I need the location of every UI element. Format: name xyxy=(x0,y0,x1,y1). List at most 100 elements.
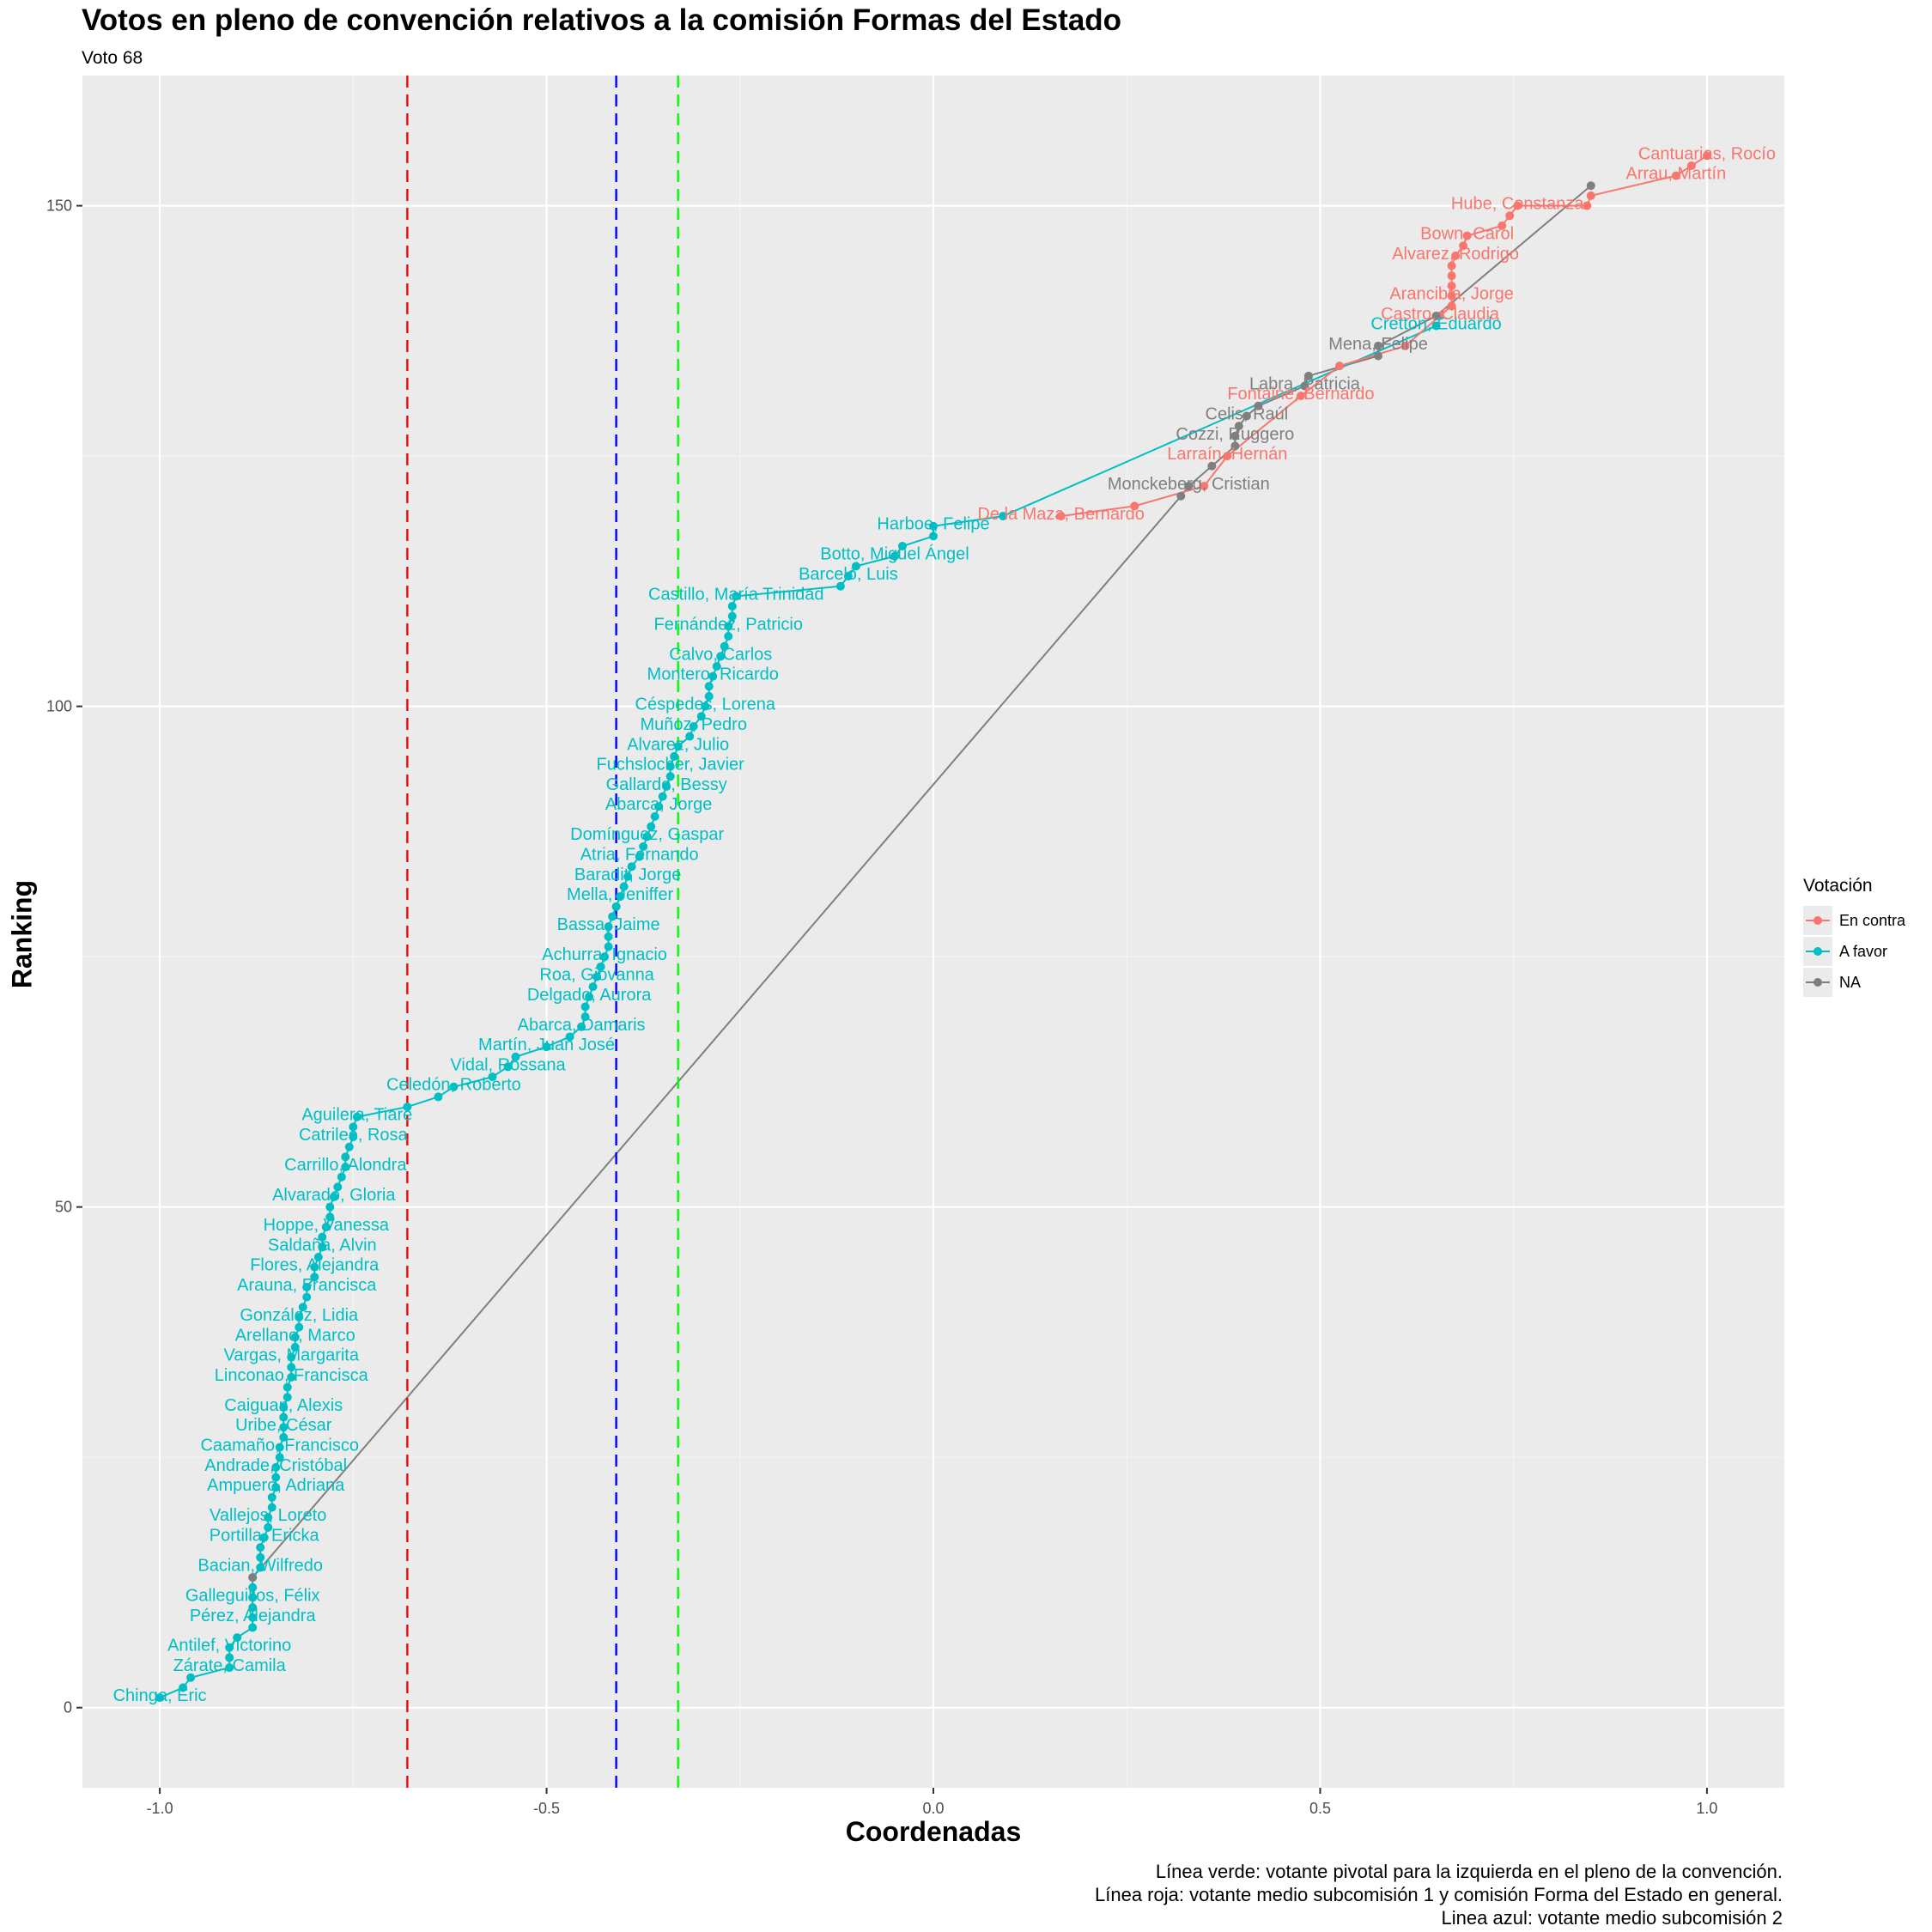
data-point xyxy=(248,1583,258,1592)
point-label: Uribe, César xyxy=(235,1416,332,1435)
data-point xyxy=(264,1522,273,1532)
point-label: Céspedes, Lorena xyxy=(635,696,776,714)
data-point xyxy=(287,1363,296,1372)
data-point xyxy=(511,1052,520,1061)
data-point xyxy=(434,1092,443,1102)
data-point xyxy=(333,1182,343,1192)
data-point xyxy=(835,581,845,591)
point-label: Linconao, Francisca xyxy=(215,1366,369,1385)
data-point xyxy=(1462,231,1472,240)
point-label: Carrillo, Alondra xyxy=(284,1156,407,1175)
point-label: Celis, Raúl xyxy=(1206,404,1289,423)
data-point xyxy=(295,1312,304,1321)
data-point xyxy=(542,1042,551,1052)
data-point xyxy=(604,932,613,941)
point-label: Portilla, Ericka xyxy=(210,1526,320,1545)
point-label: Fontaine, Bernardo xyxy=(1227,385,1374,404)
data-point xyxy=(225,1653,234,1662)
data-point xyxy=(344,1142,354,1151)
data-point xyxy=(639,841,648,851)
data-point xyxy=(449,1082,459,1091)
data-point xyxy=(670,751,679,761)
data-point xyxy=(271,1462,281,1472)
data-point xyxy=(642,832,652,841)
point-label: González, Lidia xyxy=(240,1306,359,1325)
data-point xyxy=(233,1633,242,1643)
data-point xyxy=(290,1333,300,1342)
point-label: Monckeberg, Cristian xyxy=(1108,475,1270,494)
point-label: Fernández, Patricio xyxy=(654,615,803,634)
data-point xyxy=(647,822,656,831)
data-point xyxy=(295,1322,304,1332)
data-point xyxy=(1702,151,1711,161)
legend-item-en-contra: En contra xyxy=(1803,905,1905,936)
point-label: Celedón, Roberto xyxy=(386,1076,521,1095)
point-label: Bacian, Wilfredo xyxy=(197,1556,323,1575)
data-point xyxy=(701,702,710,711)
data-point xyxy=(1583,201,1592,210)
data-point xyxy=(890,551,899,561)
point-label: Alvarez, Rodrigo xyxy=(1392,245,1519,264)
point-label: Caamaño, Francisco xyxy=(200,1437,359,1455)
data-point xyxy=(1242,411,1251,421)
point-label: Atria, Fernando xyxy=(580,846,699,865)
data-point xyxy=(592,972,602,981)
data-point xyxy=(1296,392,1305,401)
point-label: Andrade, Cristóbal xyxy=(204,1456,347,1475)
point-label: Arellano, Marco xyxy=(235,1326,355,1345)
data-point xyxy=(488,1072,497,1082)
data-point xyxy=(349,1122,358,1132)
point-label: Botto, Miguel Ángel xyxy=(820,544,969,564)
data-point xyxy=(329,1193,338,1202)
data-point xyxy=(271,1483,281,1492)
chart-title: Votos en pleno de convención relativos a… xyxy=(82,3,1122,37)
data-point xyxy=(696,712,706,721)
point-label: Muñoz, Pedro xyxy=(640,715,747,734)
data-point xyxy=(290,1342,300,1352)
y-tick-label: 50 xyxy=(55,1199,72,1216)
data-point xyxy=(1431,311,1441,320)
data-point xyxy=(1334,361,1344,371)
data-point xyxy=(271,1473,281,1482)
legend-label: NA xyxy=(1839,973,1862,991)
point-label: Mena, Felipe xyxy=(1328,335,1428,354)
data-point xyxy=(248,1593,258,1602)
x-tick-label: 0.5 xyxy=(1309,1800,1331,1817)
y-tick-label: 150 xyxy=(46,197,72,215)
data-point xyxy=(267,1492,276,1502)
data-point xyxy=(1056,512,1066,521)
data-point xyxy=(1223,452,1232,461)
data-point xyxy=(929,521,938,531)
data-point xyxy=(302,1282,312,1291)
point-label: Ampuero, Adriana xyxy=(207,1476,345,1495)
x-tick-label: 0.0 xyxy=(922,1800,944,1817)
data-point xyxy=(1230,431,1240,440)
data-point xyxy=(1447,301,1456,311)
data-point xyxy=(704,691,714,701)
data-point xyxy=(999,512,1008,521)
point-label: Larraín, Hernán xyxy=(1167,445,1287,464)
data-point xyxy=(267,1503,276,1512)
data-point xyxy=(662,781,671,791)
data-point xyxy=(279,1423,289,1432)
data-point xyxy=(623,872,633,881)
legend-key-na xyxy=(1803,968,1832,997)
point-label: Baradit, Jorge xyxy=(574,866,682,884)
caption-blue-line: Linea azul: votante medio subcomisión 2 xyxy=(1441,1907,1783,1929)
legend-label: A favor xyxy=(1839,942,1888,960)
data-point xyxy=(708,671,718,681)
legend-item-na: NA xyxy=(1803,967,1905,998)
point-label: Hoppe, Vanessa xyxy=(264,1216,390,1235)
data-point xyxy=(1200,482,1209,491)
data-point xyxy=(650,811,659,821)
data-point xyxy=(1431,321,1441,331)
data-point xyxy=(318,1232,327,1242)
data-point xyxy=(302,1292,312,1302)
point-label: Antilef, Victorino xyxy=(167,1637,291,1656)
data-point xyxy=(588,982,598,992)
data-point xyxy=(577,1022,586,1031)
x-tick-label: -0.5 xyxy=(533,1800,560,1817)
data-point xyxy=(248,1613,258,1622)
point-label: Calvo, Carlos xyxy=(669,645,772,664)
data-point xyxy=(635,852,644,861)
